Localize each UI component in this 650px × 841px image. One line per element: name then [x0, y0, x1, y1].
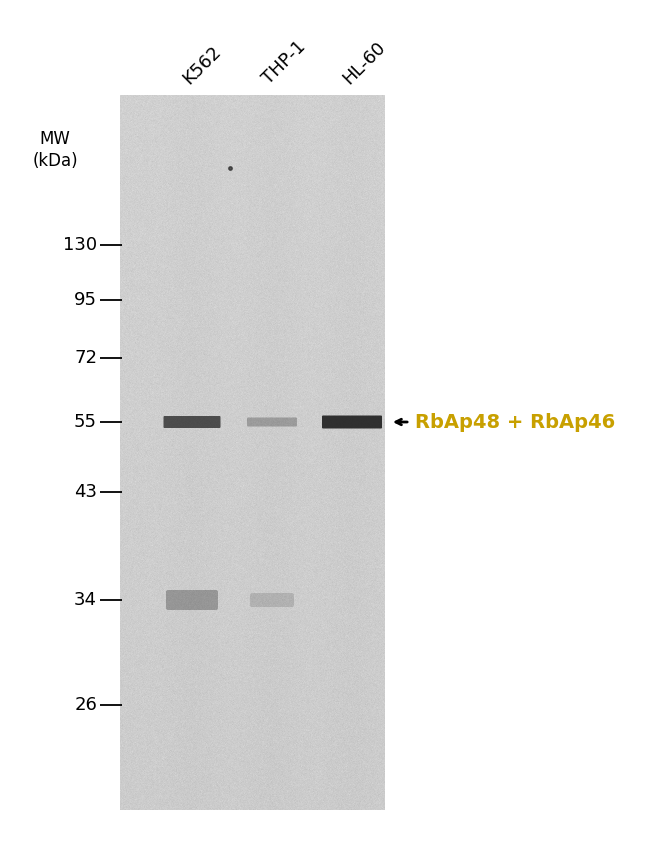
Text: RbAp48 + RbAp46: RbAp48 + RbAp46	[415, 412, 616, 431]
FancyBboxPatch shape	[166, 590, 218, 610]
Text: 34: 34	[74, 591, 97, 609]
Text: THP-1: THP-1	[259, 38, 309, 88]
FancyBboxPatch shape	[250, 593, 294, 607]
Text: 130: 130	[63, 236, 97, 254]
Text: K562: K562	[179, 43, 225, 88]
Text: MW
(kDa): MW (kDa)	[32, 130, 78, 170]
Text: 55: 55	[74, 413, 97, 431]
Text: 72: 72	[74, 349, 97, 367]
FancyBboxPatch shape	[164, 416, 220, 428]
FancyBboxPatch shape	[247, 417, 297, 426]
FancyBboxPatch shape	[322, 415, 382, 429]
Text: HL-60: HL-60	[339, 39, 389, 88]
Text: 95: 95	[74, 291, 97, 309]
Text: 43: 43	[74, 483, 97, 501]
Text: 26: 26	[74, 696, 97, 714]
